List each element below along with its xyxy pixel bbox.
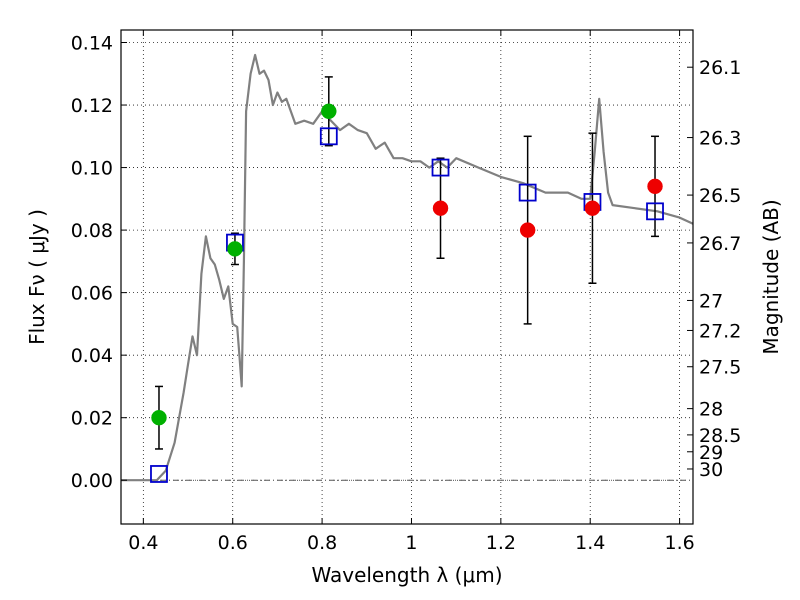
plot-background	[121, 30, 693, 524]
plot-frame	[120, 29, 694, 525]
y-axis-ticks: 0.00 0.02 0.04 0.06 0.08 0.10 0.12 0.14	[71, 33, 127, 492]
observed-flux-point	[584, 200, 601, 216]
y2-tick-label: 28.5	[699, 425, 741, 447]
x-axis-label: Wavelength λ (μm)	[311, 563, 502, 587]
y2-axis-label: Magnitude (AB)	[759, 199, 783, 354]
y-axis-label: Flux Fν ( μJy )	[25, 209, 49, 345]
x-tick-label: 0.8	[307, 532, 337, 554]
x-tick-label: 0.6	[218, 532, 248, 554]
y2-tick-label: 27.5	[699, 357, 741, 379]
observed-flux-point	[321, 103, 337, 120]
x-axis-ticks: 0.4 0.6 0.8 1 1.2 1.4 1.6	[128, 30, 695, 554]
y-tick-label: 0.12	[71, 95, 113, 117]
x-tick-label: 1	[405, 532, 417, 554]
y2-tick-label: 27	[699, 290, 723, 312]
y2-tick-label: 28	[699, 399, 723, 421]
y-tick-label: 0.00	[71, 470, 113, 492]
model-flux-square	[319, 127, 338, 146]
y2-tick-label: 30	[699, 459, 723, 481]
y2-tick-label: 26.3	[699, 128, 741, 150]
y-tick-label: 0.06	[71, 283, 113, 305]
observed-flux-point	[432, 200, 449, 216]
y2-tick-label: 29	[699, 442, 723, 464]
model-flux-square	[518, 183, 537, 202]
y-tick-label: 0.04	[71, 345, 113, 367]
y2-tick-label: 26.1	[699, 57, 741, 79]
model-flux-square	[150, 465, 168, 483]
model-spectrum-line	[121, 53, 694, 482]
observed-flux-point	[151, 409, 167, 426]
y-tick-label: 0.10	[71, 158, 113, 180]
y2-tick-label: 26.7	[699, 233, 741, 255]
model-flux-square	[646, 202, 664, 221]
observed-flux-point	[227, 241, 243, 257]
y2-tick-label: 26.5	[699, 185, 741, 207]
x-tick-label: 1.6	[664, 532, 694, 554]
x-tick-label: 1.4	[575, 532, 605, 554]
y-tick-label: 0.02	[71, 408, 113, 430]
observed-flux-point	[519, 222, 536, 238]
y-tick-label: 0.08	[71, 220, 113, 242]
model-flux-square	[431, 158, 450, 177]
series-layer	[121, 53, 694, 483]
x-tick-label: 1.2	[486, 532, 516, 554]
observed-flux-point	[647, 178, 663, 195]
x-tick-label: 0.4	[128, 532, 158, 554]
y-tick-label: 0.14	[71, 33, 113, 55]
y2-tick-label: 27.2	[699, 320, 741, 342]
